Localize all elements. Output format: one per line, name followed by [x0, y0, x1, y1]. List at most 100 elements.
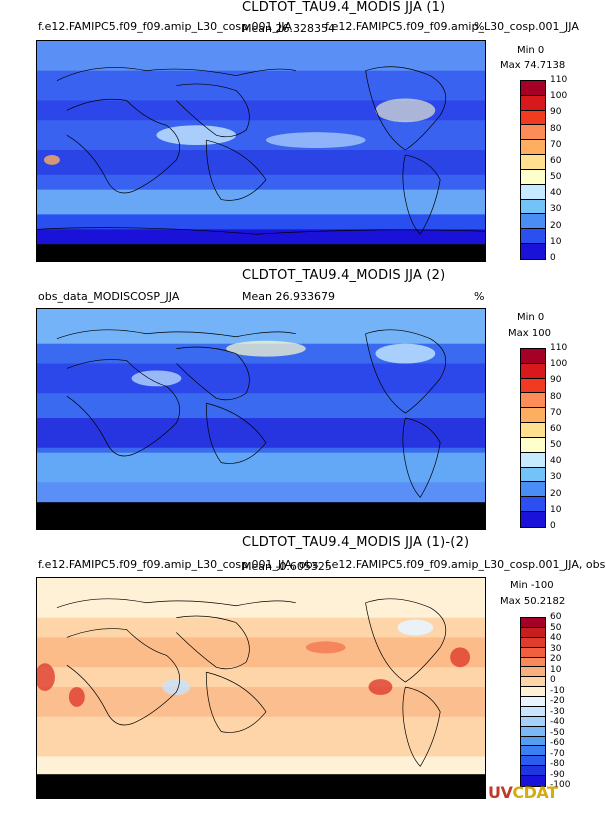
panel-3-title: CLDTOT_TAU9.4_MODIS JJA (1)-(2) — [242, 535, 470, 550]
colorbar-label: 80 — [550, 123, 562, 134]
colorbar-label: 0 — [550, 675, 556, 685]
panel-1-title: CLDTOT_TAU9.4_MODIS JJA (1) — [242, 0, 446, 15]
panel-1-units: % — [474, 20, 485, 33]
panel-1-mean: Mean 26.328354 — [242, 22, 335, 35]
colorbar-segment — [521, 687, 545, 697]
colorbar-segment — [521, 776, 545, 786]
panel-2-title: CLDTOT_TAU9.4_MODIS JJA (2) — [242, 268, 446, 283]
colorbar-segment — [521, 452, 545, 468]
colorbar-label: 60 — [550, 155, 562, 166]
colorbar-label: 50 — [550, 622, 562, 633]
colorbar-label: 30 — [550, 204, 562, 215]
colorbar-label: 10 — [550, 236, 562, 247]
colorbar-segment — [521, 766, 545, 776]
colorbar-label: -80 — [550, 759, 565, 769]
panel-3-mean: Mean -0.605325 — [242, 560, 332, 573]
colorbar-label: 20 — [550, 654, 562, 664]
panel-3-left-text: f.e12.FAMIPC5.f09_f09.amip_L30_cosp.001_… — [38, 558, 319, 571]
colorbar-label: 40 — [550, 633, 562, 643]
colorbar-label: 90 — [550, 107, 562, 118]
colorbar-label: 30 — [550, 643, 562, 654]
colorbar-segment — [521, 95, 545, 111]
panel-2-min: Min 0 — [517, 312, 545, 323]
colorbar-label: 10 — [550, 504, 562, 515]
colorbar-segment — [521, 110, 545, 126]
colorbar-segment — [521, 437, 545, 453]
colorbar-segment — [521, 184, 545, 200]
colorbar-label: -50 — [550, 727, 565, 738]
colorbar-label: -40 — [550, 717, 565, 727]
panel-1-map — [36, 40, 486, 262]
colorbar-label: 110 — [550, 75, 568, 85]
colorbar-segment — [521, 378, 545, 394]
panel-3-max: Max 50.2182 — [500, 596, 566, 607]
colorbar-label: -60 — [550, 738, 565, 748]
logo-cdat: CDAT — [512, 783, 558, 802]
colorbar-label: 100 — [550, 359, 568, 370]
panel-2-max: Max 100 — [508, 328, 551, 339]
panel-2-mean: Mean 26.933679 — [242, 290, 335, 303]
colorbar-segment — [521, 746, 545, 757]
colorbar-label: 20 — [550, 488, 562, 499]
panel-1-left-text: f.e12.FAMIPC5.f09_f09.amip_L30_cosp.001_… — [38, 20, 292, 33]
panel-2-units: % — [474, 290, 485, 303]
colorbar-segment — [521, 647, 545, 658]
colorbar-label: 30 — [550, 472, 562, 483]
colorbar-segment — [521, 155, 545, 170]
colorbar-label: 110 — [550, 343, 568, 353]
colorbar-segment — [521, 706, 545, 717]
colorbar-segment — [521, 393, 545, 409]
colorbar-segment — [521, 349, 545, 364]
colorbar-label: -20 — [550, 696, 565, 706]
colorbar-label: 40 — [550, 456, 562, 467]
colorbar-segment — [521, 736, 545, 747]
colorbar-segment — [521, 467, 545, 483]
colorbar-label: 10 — [550, 664, 562, 675]
colorbar-label: 80 — [550, 391, 562, 402]
panel-2-map — [36, 308, 486, 530]
panel-1-max: Max 74.7138 — [500, 60, 566, 71]
colorbar-label: 90 — [550, 375, 562, 386]
panel-1-min: Min 0 — [517, 45, 545, 56]
colorbar-label: -10 — [550, 685, 565, 696]
colorbar-segment — [521, 497, 545, 513]
uvcdat-logo: UVCDAT — [488, 783, 558, 802]
panel-2-map-svg — [37, 309, 485, 529]
colorbar-segment — [521, 244, 545, 259]
colorbar-segment — [521, 140, 545, 156]
colorbar-segment — [521, 81, 545, 96]
panel-3-right-text: f.e12.FAMIPC5.f09_f09.amip_L30_cosp.001_… — [325, 558, 606, 571]
colorbar-label: 70 — [550, 139, 562, 150]
colorbar-label: 0 — [550, 253, 556, 263]
colorbar-segment — [521, 482, 545, 498]
panel-2-left-text: obs_data_MODISCOSP_JJA — [38, 290, 180, 303]
panel-2-colorbar — [520, 348, 546, 528]
colorbar-segment — [521, 423, 545, 438]
colorbar-label: 40 — [550, 188, 562, 199]
colorbar-segment — [521, 726, 545, 737]
colorbar-label: -100 — [550, 780, 571, 790]
panel-3-min: Min -100 — [510, 580, 554, 591]
colorbar-segment — [521, 229, 545, 245]
colorbar-segment — [521, 697, 545, 707]
panel-3-map-svg — [37, 578, 485, 798]
colorbar-segment — [521, 199, 545, 215]
colorbar-label: 60 — [550, 612, 562, 622]
colorbar-segment — [521, 667, 545, 678]
colorbar-label: 50 — [550, 172, 562, 183]
colorbar-label: -90 — [550, 769, 565, 780]
colorbar-label: 60 — [550, 423, 562, 434]
colorbar-segment — [521, 169, 545, 185]
colorbar-label: 20 — [550, 220, 562, 231]
colorbar-segment — [521, 716, 545, 727]
colorbar-segment — [521, 125, 545, 141]
colorbar-segment — [521, 408, 545, 424]
panel-3-colorbar — [520, 617, 546, 787]
colorbar-segment — [521, 618, 545, 628]
panel-1-right-text: f.e12.FAMIPC5.f09_f09.amip_L30_cosp.001_… — [325, 20, 579, 33]
panel-1-map-svg — [37, 41, 485, 261]
colorbar-label: 70 — [550, 407, 562, 418]
colorbar-segment — [521, 363, 545, 379]
colorbar-segment — [521, 637, 545, 648]
colorbar-label: 50 — [550, 440, 562, 451]
